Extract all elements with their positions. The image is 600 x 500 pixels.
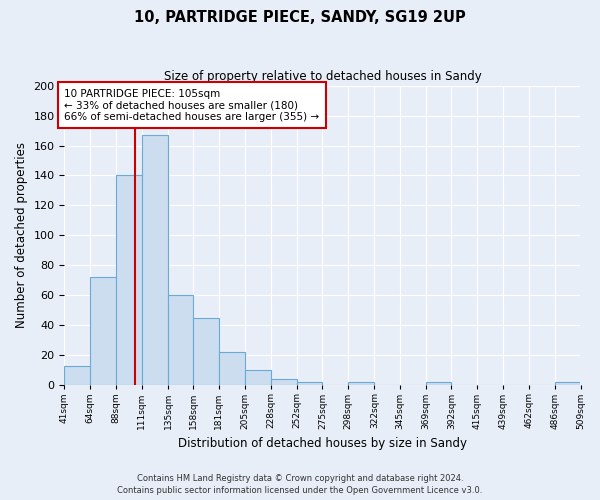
Bar bbox=[426, 382, 451, 386]
Text: Contains HM Land Registry data © Crown copyright and database right 2024.
Contai: Contains HM Land Registry data © Crown c… bbox=[118, 474, 482, 495]
Bar bbox=[142, 135, 168, 386]
Title: Size of property relative to detached houses in Sandy: Size of property relative to detached ho… bbox=[164, 70, 481, 83]
Y-axis label: Number of detached properties: Number of detached properties bbox=[15, 142, 28, 328]
Bar bbox=[219, 352, 245, 386]
Bar bbox=[116, 176, 142, 386]
Bar bbox=[90, 278, 116, 386]
Bar bbox=[348, 382, 374, 386]
Bar bbox=[555, 382, 581, 386]
Bar bbox=[297, 382, 322, 386]
Bar bbox=[168, 296, 193, 386]
Bar bbox=[271, 380, 297, 386]
Bar bbox=[64, 366, 90, 386]
Bar bbox=[245, 370, 271, 386]
Text: 10, PARTRIDGE PIECE, SANDY, SG19 2UP: 10, PARTRIDGE PIECE, SANDY, SG19 2UP bbox=[134, 10, 466, 25]
Text: 10 PARTRIDGE PIECE: 105sqm
← 33% of detached houses are smaller (180)
66% of sem: 10 PARTRIDGE PIECE: 105sqm ← 33% of deta… bbox=[64, 88, 320, 122]
Bar bbox=[193, 318, 219, 386]
X-axis label: Distribution of detached houses by size in Sandy: Distribution of detached houses by size … bbox=[178, 437, 467, 450]
